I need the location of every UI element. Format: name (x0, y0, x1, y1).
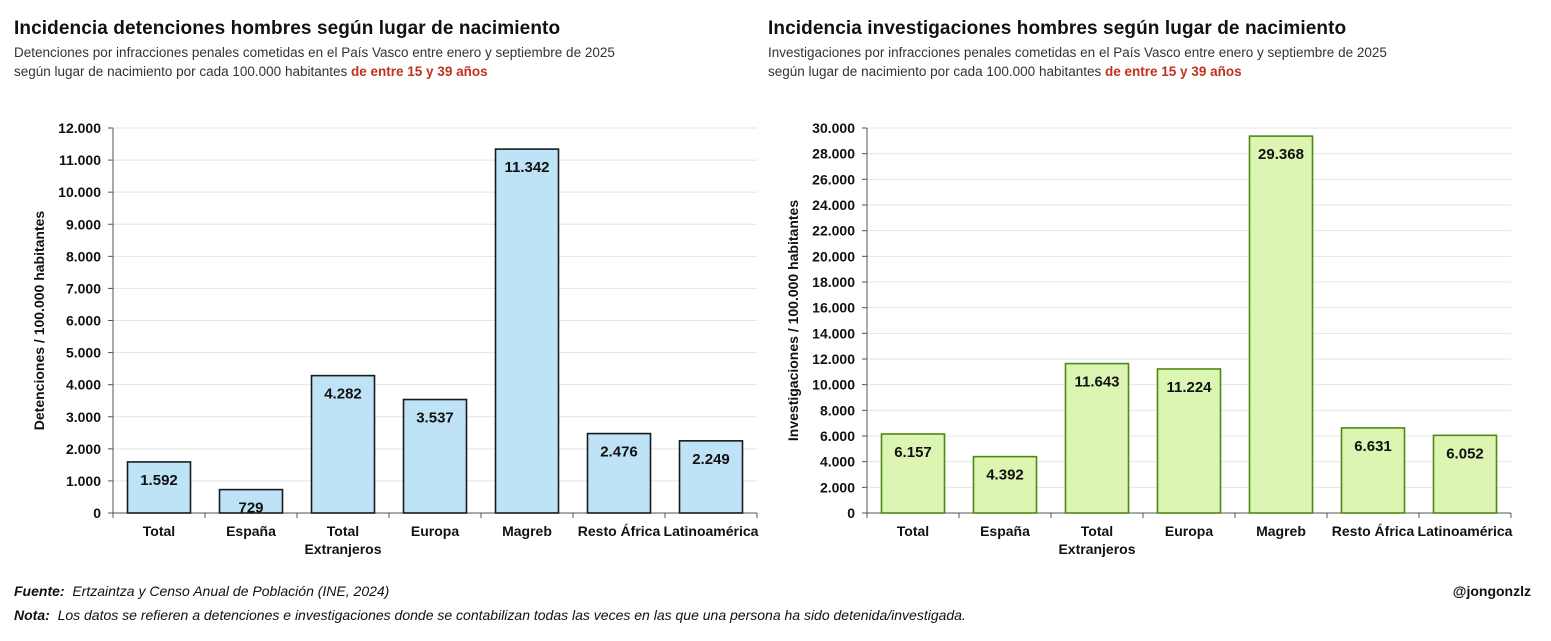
y-tick-label: 3.000 (66, 409, 101, 425)
bar (494, 148, 560, 514)
y-tick-label: 12.000 (812, 351, 855, 367)
y-tick-label: 8.000 (66, 248, 101, 264)
y-tick-label: 28.000 (812, 146, 855, 162)
source-note: Fuente: Ertzaintza y Censo Anual de Pobl… (14, 583, 389, 599)
subtitle-text: Detenciones por infracciones penales com… (14, 45, 615, 79)
author-handle: @jongonzlz (1452, 583, 1531, 599)
data-label: 1.592 (140, 472, 178, 489)
bar (310, 374, 376, 514)
data-label: 6.052 (1446, 445, 1484, 462)
y-tick-label: 0 (93, 505, 101, 521)
y-tick-label: 6.000 (66, 313, 101, 329)
y-tick-label: 11.000 (59, 152, 101, 168)
x-tick-label: Total (143, 523, 175, 539)
bar (678, 440, 744, 514)
data-label: 11.342 (504, 159, 549, 176)
bar (218, 488, 284, 514)
chart-title: Incidencia investigaciones hombres según… (768, 18, 1347, 39)
bar (1156, 368, 1222, 514)
data-label: 6.157 (894, 444, 932, 461)
data-label: 4.282 (324, 386, 362, 403)
x-tick-label: Europa (1165, 523, 1213, 539)
bar (126, 461, 192, 514)
y-tick-label: 10.000 (812, 377, 855, 393)
x-tick-label: Resto África (1332, 523, 1415, 539)
y-tick-label: 18.000 (812, 274, 855, 290)
y-tick-label: 7.000 (66, 280, 101, 296)
bar (1340, 427, 1406, 514)
subtitle-text: Investigaciones por infracciones penales… (768, 45, 1387, 79)
source-text: Ertzaintza y Censo Anual de Población (I… (72, 583, 390, 599)
y-tick-label: 5.000 (66, 345, 101, 361)
detenciones-bar-chart: 0 1.000 2.000 3.000 4.000 5.000 6.000 7.000 8.00… (31, 120, 759, 557)
y-tick-label: 1.000 (66, 473, 101, 489)
y-tick-label: 16.000 (812, 300, 855, 316)
x-tick-label: Resto África (578, 523, 661, 539)
bar (972, 455, 1038, 514)
source-label: Fuente: (14, 583, 65, 599)
y-tick-label: 2.000 (66, 441, 101, 457)
y-tick-label: 14.000 (812, 325, 855, 341)
y-tick-label: 4.000 (820, 454, 855, 470)
data-label: 3.537 (416, 410, 454, 427)
y-tick-label: 2.000 (820, 479, 855, 495)
footnote: Nota: Los datos se refieren a detencione… (14, 607, 966, 623)
y-tick-label: 6.000 (820, 428, 855, 444)
y-tick-label: 26.000 (812, 171, 855, 187)
bar (880, 433, 946, 514)
bar (1248, 135, 1314, 514)
chart-subtitle: Investigaciones por infracciones penales… (768, 43, 1388, 81)
y-tick-label: 22.000 (812, 223, 855, 239)
footnote-label: Nota: (14, 607, 50, 623)
investigaciones-bar-chart: 0 2.000 4.000 6.000 8.000 10.000 12.000 14.000 1… (785, 120, 1513, 557)
x-tick-label: Total (897, 523, 929, 539)
y-tick-label: 0 (847, 505, 855, 521)
x-tick-label: España (980, 523, 1030, 539)
x-tick-label: España (226, 523, 276, 539)
x-tick-label: Total Extranjeros (304, 523, 381, 557)
subtitle-highlight: de entre 15 y 39 años (351, 64, 488, 79)
y-tick-label: 12.000 (58, 120, 101, 136)
bar (402, 398, 468, 514)
chart-title: Incidencia detenciones hombres según lug… (14, 18, 561, 39)
x-tick-label: Europa (411, 523, 459, 539)
y-tick-label: 4.000 (66, 377, 101, 393)
bar (586, 432, 652, 514)
data-label: 2.476 (600, 444, 638, 461)
y-tick-label: 30.000 (812, 120, 855, 136)
y-tick-label: 10.000 (58, 184, 101, 200)
data-label: 2.249 (692, 451, 730, 468)
data-label: 11.643 (1074, 374, 1119, 391)
x-tick-label: Magreb (1256, 523, 1306, 539)
x-tick-label: Latinoamérica (1418, 523, 1513, 539)
y-axis-label: Detenciones / 100.000 habitantes (31, 211, 47, 431)
data-label: 729 (238, 500, 263, 517)
y-tick-label: 20.000 (812, 248, 855, 264)
chart-panel-investigaciones: Incidencia investigaciones hombres según… (754, 0, 1514, 570)
x-tick-label: Total Extranjeros (1058, 523, 1135, 557)
y-tick-label: 9.000 (66, 216, 101, 232)
y-tick-label: 8.000 (820, 402, 855, 418)
chart-subtitle: Detenciones por infracciones penales com… (14, 43, 634, 81)
data-label: 4.392 (986, 467, 1024, 484)
y-tick-label: 24.000 (812, 197, 855, 213)
x-tick-label: Latinoamérica (664, 523, 759, 539)
data-label: 11.224 (1166, 379, 1212, 396)
data-label: 6.631 (1354, 438, 1392, 455)
chart-panel-detenciones: Incidencia detenciones hombres según lug… (0, 0, 760, 570)
footnote-text: Los datos se refieren a detenciones e in… (57, 607, 966, 623)
y-axis-label: Investigaciones / 100.000 habitantes (785, 200, 801, 441)
subtitle-highlight: de entre 15 y 39 años (1105, 64, 1242, 79)
x-tick-label: Magreb (502, 523, 552, 539)
bar (1432, 434, 1498, 514)
data-label: 29.368 (1258, 146, 1304, 163)
bar (1064, 362, 1130, 514)
